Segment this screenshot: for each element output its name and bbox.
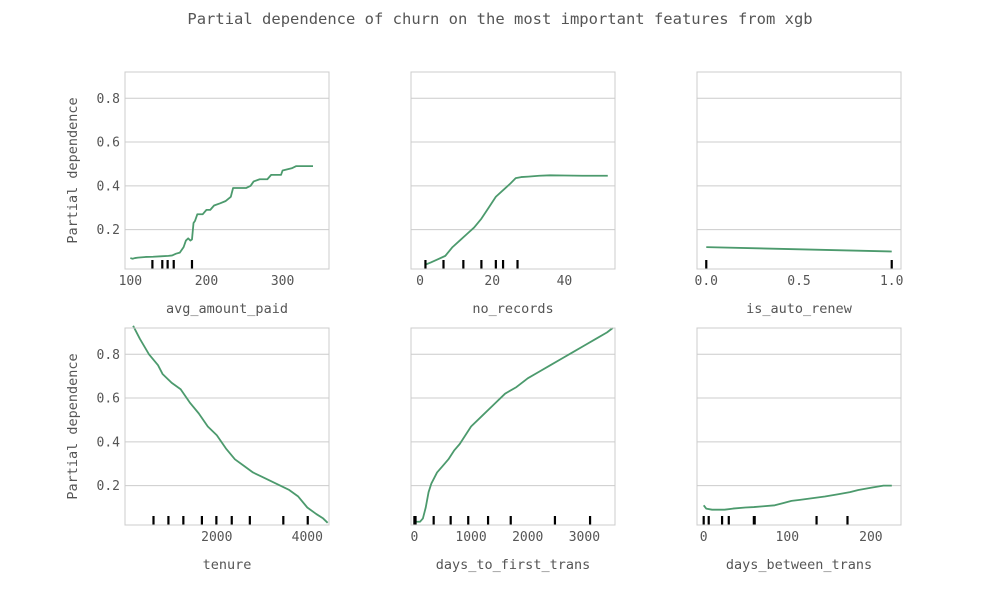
x-tick-label: 20 [484, 274, 500, 289]
panel-days_to_first_trans: 0 1000 2000 3000 days_to_first_trans [410, 327, 616, 573]
pd-curve [702, 484, 892, 511]
axes-frame [124, 71, 330, 270]
panel-days_between_trans: 0 100 200 days_between_trans [696, 327, 902, 573]
x-tick-label: 100 [119, 274, 142, 289]
x-tick-label: 300 [271, 274, 294, 289]
y-tick-label: 0.4 [97, 179, 121, 194]
x-tick-label: 0.5 [787, 274, 810, 289]
panel-no_records: 0 20 40 no_records [410, 71, 616, 317]
panel-is_auto_renew: 0.0 0.5 1.0 is_auto_renew [695, 71, 903, 317]
x-tick-label: 3000 [569, 530, 600, 545]
pd-curve [130, 165, 314, 260]
x-tick-label: 0 [410, 530, 418, 545]
x-tick-label: 2000 [201, 530, 232, 545]
x-tick-label: 0.0 [695, 274, 718, 289]
y-axis-label: Partial dependence [65, 353, 81, 499]
y-axis-label: Partial dependence [65, 97, 81, 243]
x-tick-label: 200 [195, 274, 218, 289]
y-tick-label: 0.8 [97, 348, 120, 363]
axes-frame [696, 71, 902, 270]
x-tick-label: 2000 [512, 530, 543, 545]
pd-curve [706, 246, 892, 253]
axes-frame [410, 327, 616, 526]
x-axis-label: avg_amount_paid [166, 301, 288, 317]
y-tick-label: 0.2 [97, 223, 120, 238]
x-tick-label: 0 [700, 530, 708, 545]
x-tick-label: 200 [859, 530, 882, 545]
x-axis-label: is_auto_renew [746, 301, 853, 317]
y-tick-label: 0.8 [97, 92, 120, 107]
x-tick-label: 1000 [455, 530, 486, 545]
axes-frame [124, 327, 330, 526]
y-tick-label: 0.4 [97, 435, 121, 450]
x-axis-label: days_between_trans [726, 557, 872, 573]
pd-curve [425, 174, 608, 266]
pd-curve [414, 327, 614, 523]
x-tick-label: 1.0 [880, 274, 903, 289]
pd-curve [132, 325, 329, 524]
axes-frame [696, 327, 902, 526]
axes-frame [410, 71, 616, 270]
chart-title: Partial dependence of churn on the most … [187, 10, 812, 28]
x-tick-label: 0 [416, 274, 424, 289]
panel-avg_amount_paid: 0.2 0.4 0.6 0.8 Partial dependence 100 200 300 a… [65, 71, 330, 317]
y-tick-label: 0.2 [97, 479, 120, 494]
x-axis-label: tenure [203, 557, 252, 573]
y-tick-label: 0.6 [97, 136, 120, 151]
x-axis-label: days_to_first_trans [436, 557, 590, 573]
x-axis-label: no_records [472, 301, 553, 317]
y-tick-label: 0.6 [97, 392, 120, 407]
x-tick-label: 100 [776, 530, 799, 545]
x-tick-label: 40 [557, 274, 573, 289]
panel-tenure: 0.2 0.4 0.6 0.8 Partial dependence 2000 4000 te… [65, 325, 330, 573]
x-tick-label: 4000 [292, 530, 323, 545]
